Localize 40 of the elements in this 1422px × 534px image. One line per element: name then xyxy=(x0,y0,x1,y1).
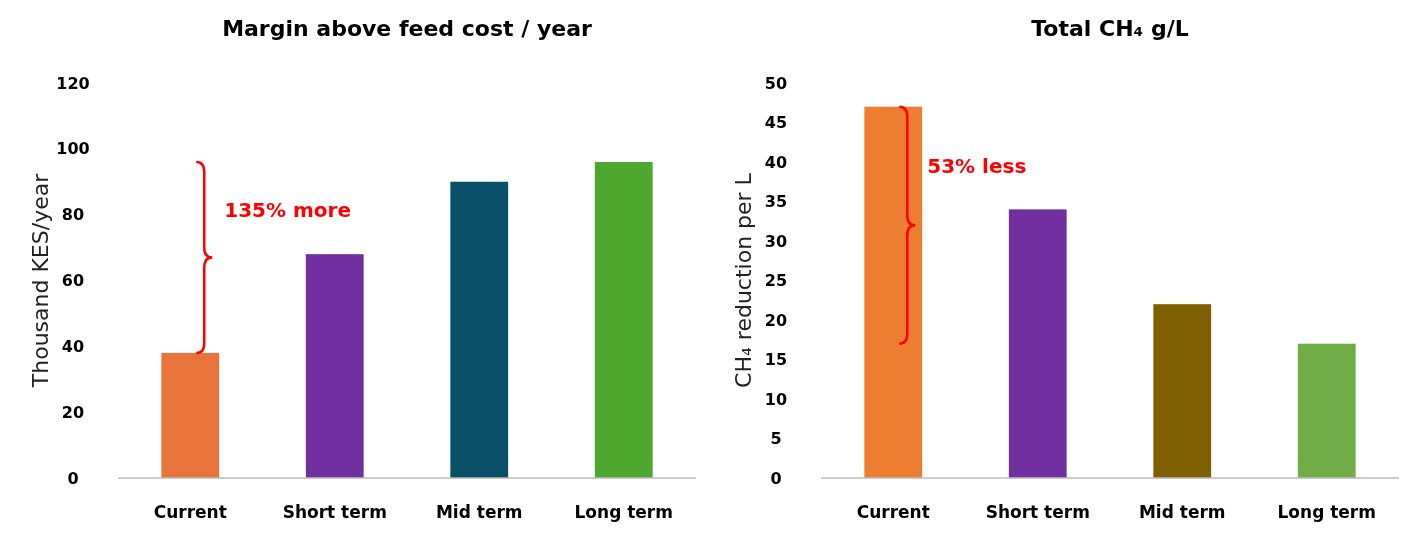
y-tick-label: 50 xyxy=(764,73,788,93)
y-tick-label: 0 xyxy=(67,468,79,488)
x-tick-label: Short term xyxy=(985,502,1090,522)
y-tick-label: 0 xyxy=(770,468,782,488)
x-tick-label: Current xyxy=(856,502,930,522)
x-tick-label: Mid term xyxy=(435,502,523,522)
bar xyxy=(1008,209,1067,478)
bar xyxy=(1153,304,1212,478)
bar xyxy=(594,162,653,478)
bar xyxy=(161,352,220,478)
annotation: 53% less xyxy=(927,153,1027,178)
y-tick-label: 20 xyxy=(61,402,85,422)
y-tick-label: 120 xyxy=(56,73,90,93)
y-tick-label: 10 xyxy=(764,389,788,409)
y-tick-label: 35 xyxy=(764,192,788,212)
y-tick-label: 80 xyxy=(61,205,85,225)
y-tick-label: 40 xyxy=(61,336,85,356)
y-tick-label: 40 xyxy=(764,152,788,172)
bar xyxy=(864,106,923,478)
y-tick-label: 25 xyxy=(764,271,788,291)
y-tick-label: 5 xyxy=(770,429,782,449)
bar xyxy=(305,254,364,478)
x-tick-label: Current xyxy=(153,502,227,522)
x-tick-label: Long term xyxy=(574,502,673,522)
y-axis-title: CH₄ reduction per L xyxy=(731,172,756,388)
y-tick-label: 45 xyxy=(764,113,788,133)
y-tick-label: 15 xyxy=(764,350,788,370)
x-tick-label: Mid term xyxy=(1138,502,1226,522)
x-tick-label: Short term xyxy=(282,502,387,522)
y-axis-title: Thousand KES/year xyxy=(28,172,53,389)
y-tick-label: 100 xyxy=(56,139,90,159)
bar xyxy=(450,181,509,478)
chart-title: Total CH₄ g/L xyxy=(1031,16,1189,41)
x-tick-label: Long term xyxy=(1277,502,1376,522)
annotation: 135% more xyxy=(224,197,352,222)
chart-title: Margin above feed cost / year xyxy=(222,16,593,41)
y-tick-label: 30 xyxy=(764,231,788,251)
y-tick-label: 20 xyxy=(764,310,788,330)
y-tick-label: 60 xyxy=(61,271,85,291)
bar xyxy=(1297,343,1356,478)
